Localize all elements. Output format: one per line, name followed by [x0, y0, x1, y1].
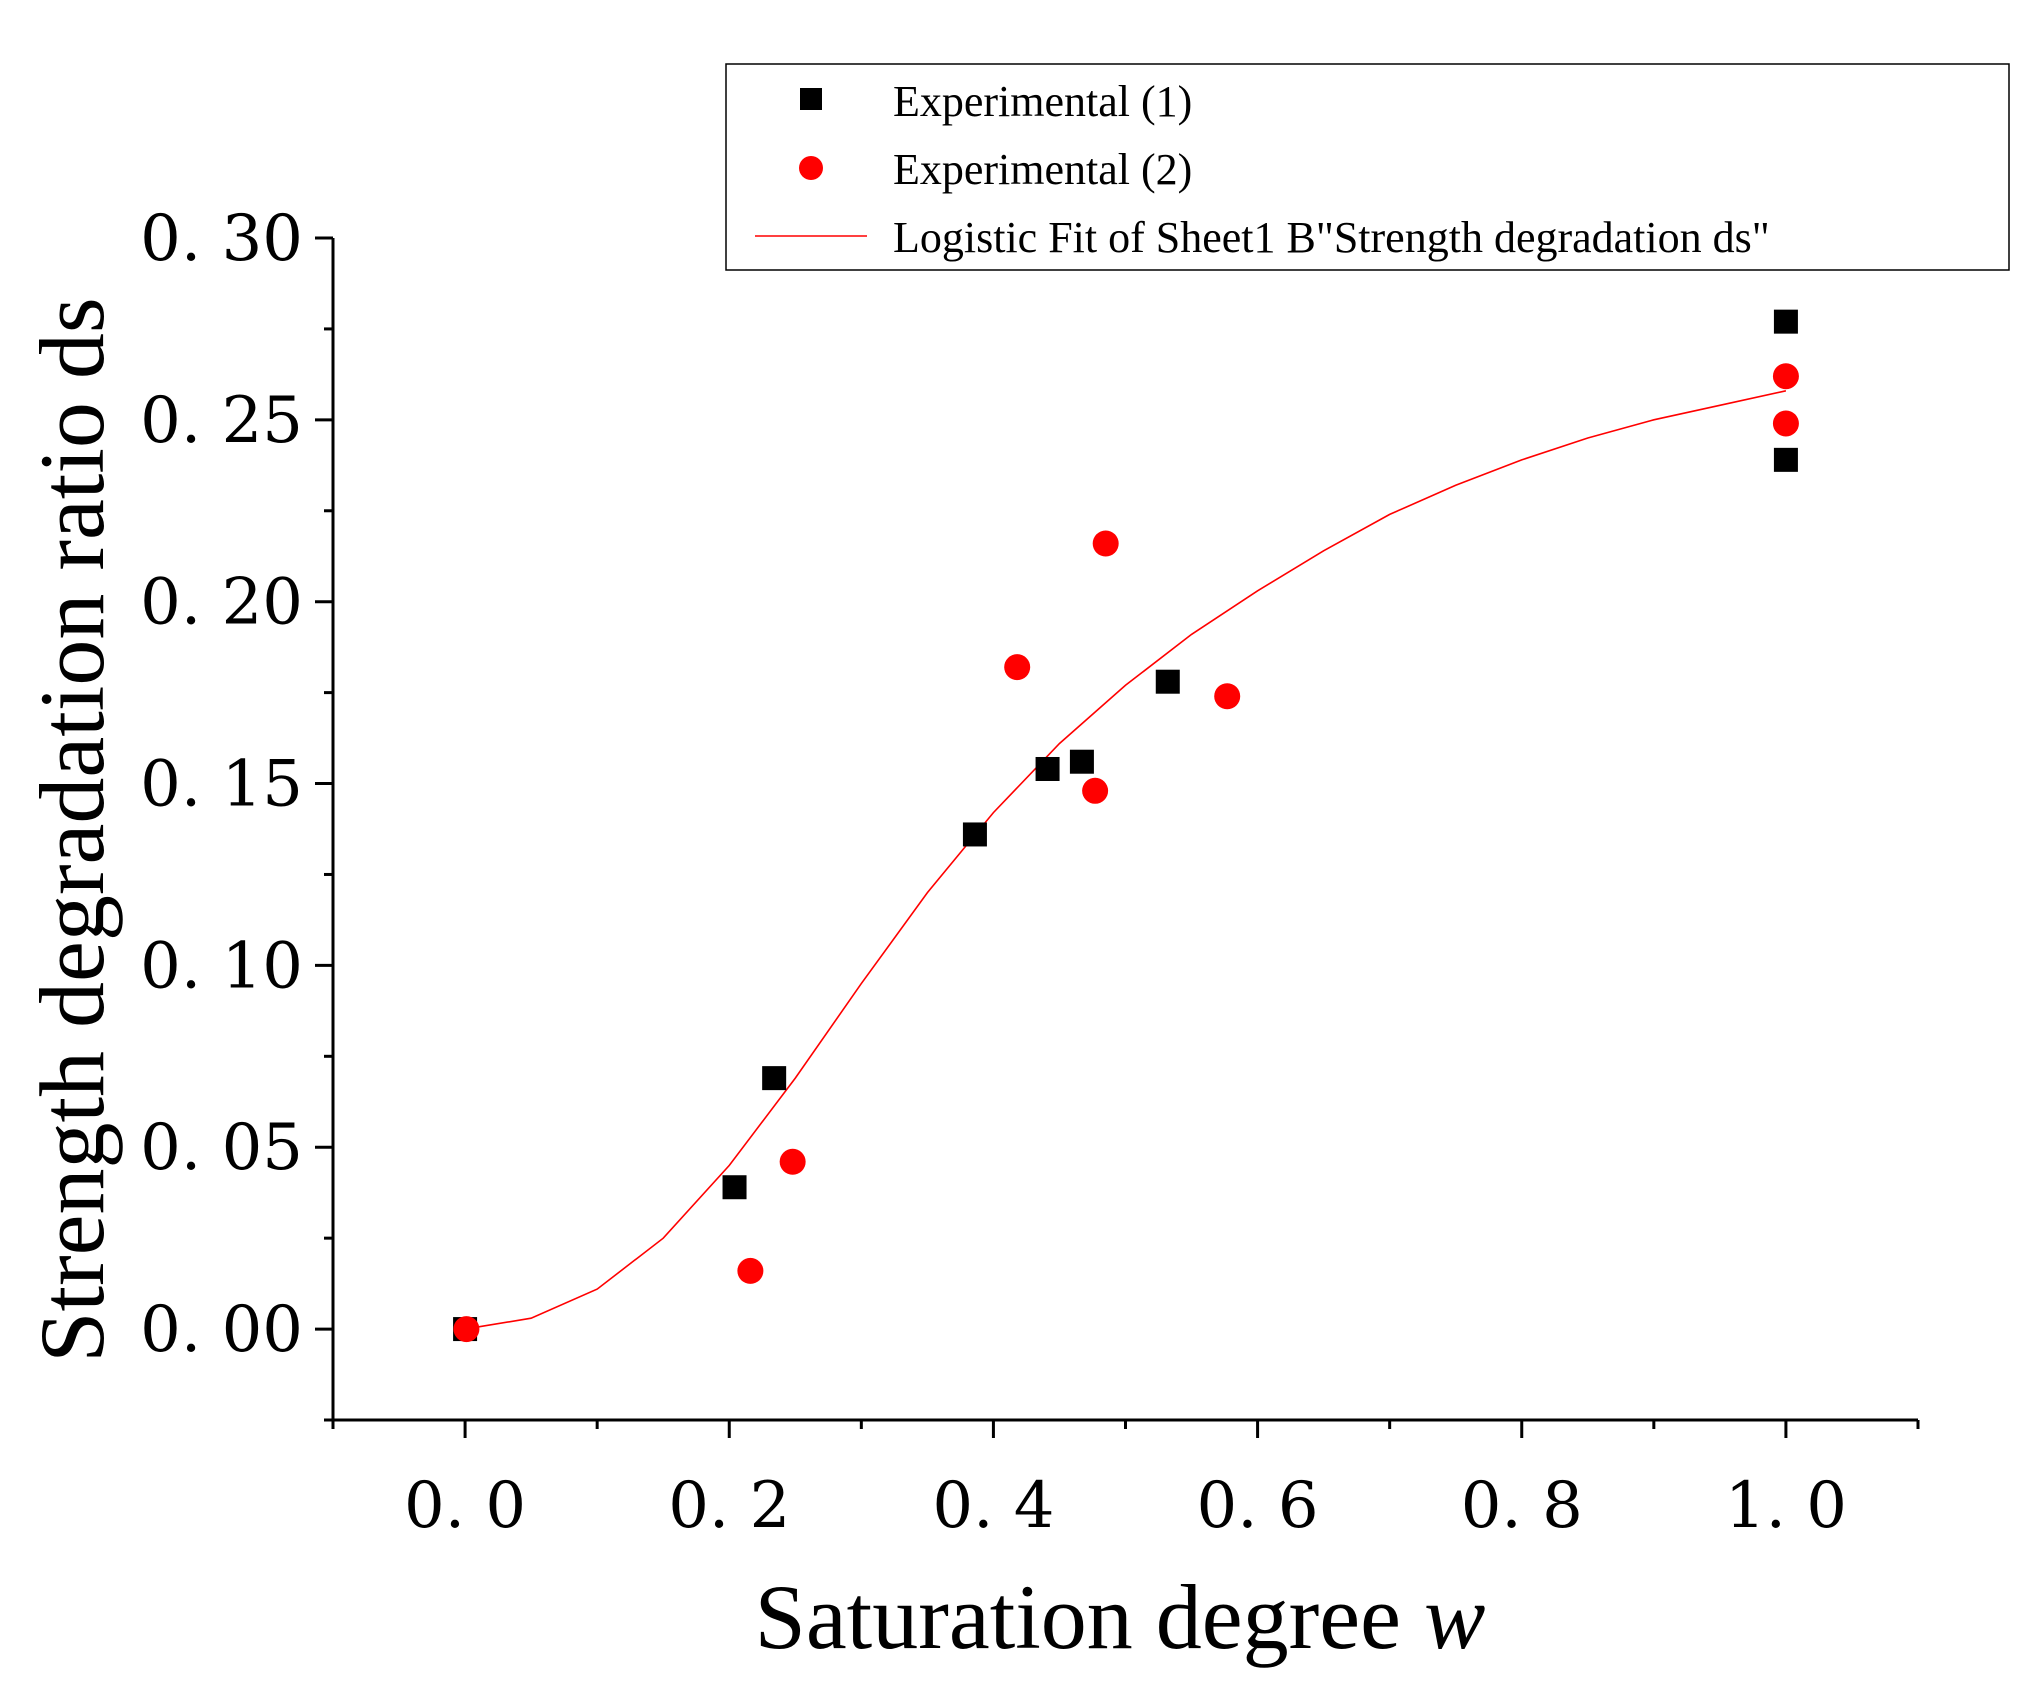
y-tick-label: 0. 30	[140, 202, 303, 276]
point-experimental-2	[779, 1148, 806, 1175]
point-experimental-1	[1069, 749, 1094, 774]
legend-marker-circle	[799, 156, 823, 180]
legend-label-fit: Logistic Fit of Sheet1 B"Strength degrad…	[893, 213, 1770, 262]
x-tick-label: 0. 6	[1197, 1469, 1319, 1543]
x-axis-title-text: Saturation degree	[755, 1566, 1401, 1668]
y-tick-label: 0. 25	[140, 384, 303, 458]
fit-curve	[464, 390, 1787, 1330]
point-experimental-2	[1772, 410, 1799, 437]
point-experimental-2	[737, 1257, 764, 1284]
point-experimental-2	[1772, 363, 1799, 390]
x-axis-title-var: w	[1424, 1566, 1485, 1668]
point-experimental-1	[762, 1066, 787, 1091]
data-points	[453, 309, 1799, 1343]
fit-curve-group	[464, 390, 1787, 1330]
y-tick-label: 0. 00	[140, 1293, 303, 1367]
point-experimental-2	[1214, 683, 1241, 710]
x-tick-label: 0. 4	[932, 1469, 1054, 1543]
x-tick-label: 0. 8	[1461, 1469, 1583, 1543]
point-experimental-2	[1082, 777, 1109, 804]
legend-label-series-2: Experimental (2)	[893, 145, 1192, 194]
point-experimental-2	[453, 1316, 480, 1343]
x-tick-label: 1. 0	[1725, 1469, 1847, 1543]
point-experimental-2	[1004, 654, 1031, 681]
legend: Experimental (1) Experimental (2) Logist…	[725, 63, 2010, 271]
legend-marker-square	[800, 88, 822, 110]
point-experimental-1	[962, 822, 987, 847]
x-axis-title: Saturation degree w	[755, 1566, 1486, 1668]
x-axis-ticks: 0. 0 0. 2 0. 4 0. 6 0. 8 1. 0	[331, 1420, 1920, 1543]
legend-label-series-1: Experimental (1)	[893, 77, 1192, 126]
point-experimental-1	[1155, 669, 1180, 694]
y-tick-label: 0. 05	[140, 1111, 303, 1185]
y-tick-label: 0. 20	[140, 566, 303, 640]
y-tick-label: 0. 15	[140, 748, 303, 822]
point-experimental-1	[1773, 447, 1798, 472]
y-axis-ticks: 0. 00 0. 05 0. 10 0. 15 0. 20 0. 25 0. 30	[140, 202, 333, 1422]
y-axis-title: Strength degradation ratio ds	[21, 297, 123, 1362]
point-experimental-1	[1773, 309, 1798, 334]
point-experimental-1	[722, 1175, 747, 1200]
legend-box	[725, 63, 2010, 271]
point-experimental-1	[1035, 756, 1060, 781]
y-tick-label: 0. 10	[140, 929, 303, 1003]
x-tick-label: 0. 2	[668, 1469, 790, 1543]
point-experimental-2	[1092, 530, 1119, 557]
x-tick-label: 0. 0	[404, 1469, 526, 1543]
axes	[331, 238, 1918, 1422]
